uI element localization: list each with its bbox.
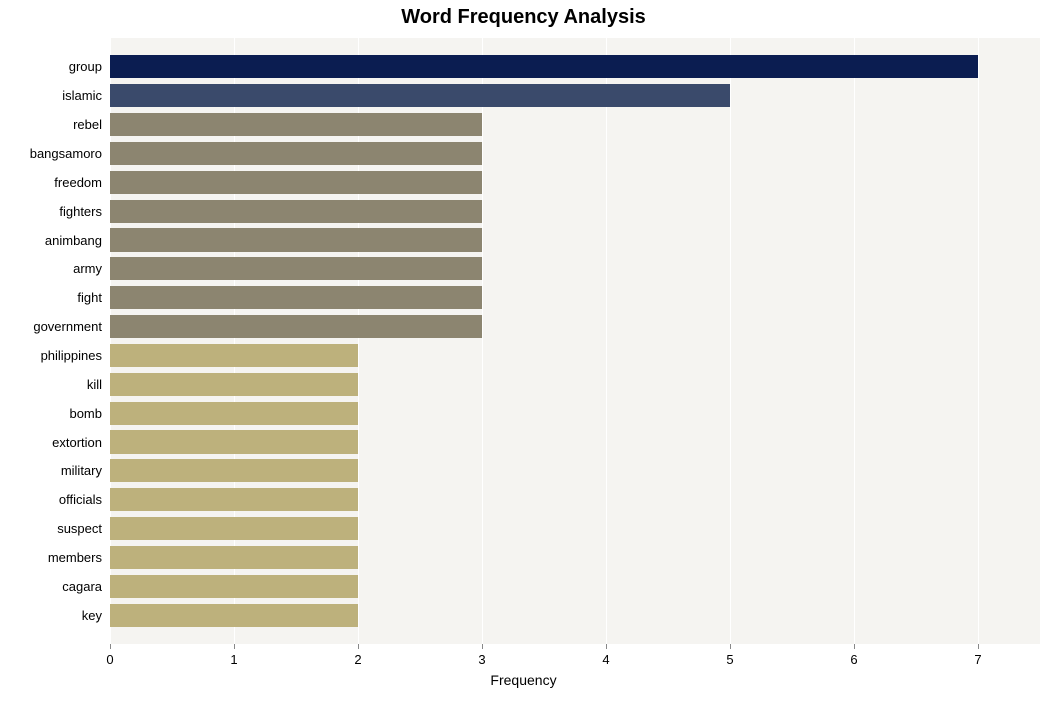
bar (110, 55, 978, 78)
bar (110, 546, 358, 569)
bar (110, 430, 358, 453)
x-tick-label: 6 (834, 652, 874, 667)
x-tick-label: 2 (338, 652, 378, 667)
bar (110, 315, 482, 338)
x-tick-mark (234, 644, 235, 649)
chart-title: Word Frequency Analysis (0, 6, 1047, 29)
x-tick-mark (854, 644, 855, 649)
x-tick-label: 5 (710, 652, 750, 667)
y-tick-label: fight (0, 290, 102, 305)
x-tick-mark (730, 644, 731, 649)
bar (110, 517, 358, 540)
x-tick-mark (482, 644, 483, 649)
bar (110, 344, 358, 367)
y-tick-label: members (0, 550, 102, 565)
bar (110, 200, 482, 223)
y-tick-label: suspect (0, 521, 102, 536)
bar (110, 84, 730, 107)
y-tick-label: government (0, 319, 102, 334)
bar (110, 488, 358, 511)
y-tick-label: army (0, 261, 102, 276)
y-tick-label: philippines (0, 348, 102, 363)
bar (110, 142, 482, 165)
y-tick-label: group (0, 59, 102, 74)
x-tick-mark (978, 644, 979, 649)
y-tick-label: kill (0, 377, 102, 392)
bar (110, 286, 482, 309)
x-tick-label: 3 (462, 652, 502, 667)
x-tick-label: 0 (90, 652, 130, 667)
word-frequency-chart: Word Frequency Analysis Frequency 0 1 2 3 4 5… (0, 0, 1047, 701)
bar (110, 604, 358, 627)
gridline (854, 38, 855, 644)
bar (110, 171, 482, 194)
bar (110, 373, 358, 396)
bar (110, 459, 358, 482)
y-tick-label: freedom (0, 175, 102, 190)
x-tick-mark (358, 644, 359, 649)
bar (110, 402, 358, 425)
bar (110, 113, 482, 136)
x-axis-label: Frequency (0, 672, 1047, 688)
y-tick-label: bomb (0, 406, 102, 421)
bar (110, 228, 482, 251)
x-tick-mark (606, 644, 607, 649)
gridline (482, 38, 483, 644)
y-tick-label: fighters (0, 204, 102, 219)
plot-area (110, 38, 1040, 644)
gridline (978, 38, 979, 644)
x-tick-label: 4 (586, 652, 626, 667)
bar (110, 575, 358, 598)
gridline (606, 38, 607, 644)
x-tick-mark (110, 644, 111, 649)
y-tick-label: islamic (0, 88, 102, 103)
y-tick-label: key (0, 608, 102, 623)
y-tick-label: rebel (0, 117, 102, 132)
y-tick-label: cagara (0, 579, 102, 594)
y-tick-label: animbang (0, 233, 102, 248)
y-tick-label: extortion (0, 435, 102, 450)
bar (110, 257, 482, 280)
y-tick-label: bangsamoro (0, 146, 102, 161)
y-tick-label: officials (0, 492, 102, 507)
gridline (730, 38, 731, 644)
y-tick-label: military (0, 463, 102, 478)
x-tick-label: 7 (958, 652, 998, 667)
x-tick-label: 1 (214, 652, 254, 667)
